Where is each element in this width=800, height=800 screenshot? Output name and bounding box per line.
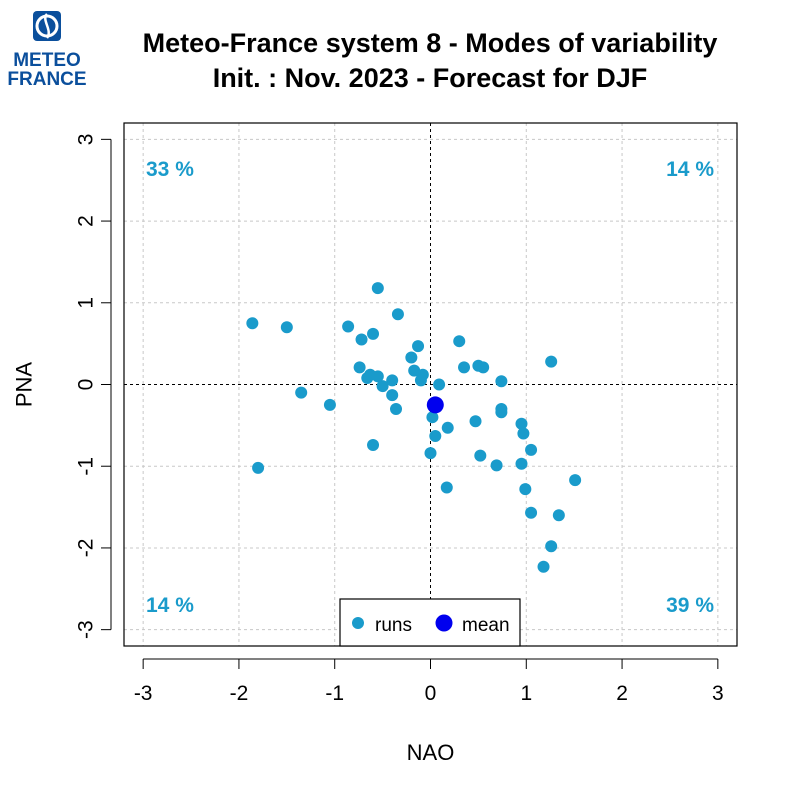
run-point: [495, 375, 508, 388]
run-point: [391, 308, 404, 321]
chart-title-line-1: Meteo-France system 8 - Modes of variabi…: [142, 28, 718, 58]
y-tick-label: 1: [75, 297, 98, 309]
chart-title-line-2: Init. : Nov. 2023 - Forecast for DJF: [212, 63, 648, 93]
quadrant-label-bottom-right: 39 %: [666, 594, 714, 617]
run-point: [405, 351, 418, 364]
run-point: [519, 483, 532, 496]
run-point: [426, 411, 439, 424]
run-point: [474, 449, 487, 462]
run-point: [537, 560, 550, 573]
run-point: [440, 481, 453, 494]
axes: -3 -2 -1 0 1 2 3 -3 -2 -1 0 1 2 3 NAO PNA: [12, 134, 724, 766]
y-tick-label: -2: [75, 539, 98, 558]
run-point: [323, 398, 336, 411]
run-point: [353, 361, 366, 374]
mean-point: [426, 396, 444, 414]
legend-label-runs: runs: [375, 615, 412, 636]
run-point: [545, 355, 558, 368]
x-tick-label: 3: [712, 682, 724, 705]
y-axis-label: PNA: [12, 362, 37, 408]
run-point: [252, 461, 265, 474]
y-tick-label: 3: [75, 134, 98, 146]
run-point: [515, 417, 528, 430]
run-point: [367, 438, 380, 451]
x-tick-label: 2: [616, 682, 628, 705]
run-point: [469, 415, 482, 428]
legend-swatch-runs: [352, 617, 364, 629]
logo-text-meteo: METEO: [13, 50, 81, 71]
run-point: [376, 380, 389, 393]
run-point: [517, 427, 530, 440]
run-point: [390, 403, 403, 416]
run-point: [495, 406, 508, 419]
run-point: [441, 421, 454, 434]
run-point: [367, 327, 380, 340]
meteo-france-logo: METEO FRANCE: [7, 11, 87, 90]
y-tick-label: 2: [75, 215, 98, 227]
run-point: [433, 378, 446, 391]
run-point: [477, 361, 490, 374]
run-point: [355, 333, 368, 346]
run-point: [424, 447, 437, 460]
quadrant-label-bottom-left: 14 %: [146, 594, 194, 617]
quadrant-labels: 33 % 14 % 14 % 39 %: [146, 158, 714, 617]
run-point: [295, 386, 308, 399]
legend: runs mean: [339, 598, 521, 647]
x-tick-label: -2: [230, 682, 249, 705]
run-point: [429, 429, 442, 442]
run-point: [386, 374, 399, 387]
x-tick-label: 1: [520, 682, 532, 705]
y-tick-label: 0: [75, 379, 98, 391]
legend-label-mean: mean: [462, 615, 510, 636]
x-tick-label: -3: [134, 682, 153, 705]
quadrant-label-top-right: 14 %: [666, 158, 714, 181]
run-point: [515, 457, 528, 470]
points-layer: [246, 282, 582, 573]
quadrant-label-top-left: 33 %: [146, 158, 194, 181]
x-tick-label: 0: [425, 682, 437, 705]
legend-swatch-mean: [435, 614, 453, 632]
x-axis-label: NAO: [407, 740, 455, 765]
run-point: [525, 506, 538, 519]
logo-swirl-icon: [44, 13, 50, 39]
y-tick-label: -3: [75, 620, 98, 639]
run-point: [342, 320, 355, 333]
run-point: [371, 370, 384, 383]
run-point: [453, 335, 466, 348]
y-tick-label: -1: [75, 457, 98, 476]
run-point: [386, 389, 399, 402]
run-point: [458, 361, 471, 374]
reference-lines: [124, 123, 737, 646]
run-point: [545, 540, 558, 553]
run-point: [569, 474, 582, 487]
legend-box: [339, 598, 521, 647]
run-point: [371, 282, 384, 295]
run-point: [246, 317, 259, 330]
run-point: [412, 340, 425, 353]
run-point: [552, 509, 565, 522]
run-point: [414, 374, 427, 387]
logo-text-france: FRANCE: [7, 69, 86, 90]
x-tick-label: -1: [325, 682, 344, 705]
run-point: [280, 321, 293, 334]
run-point: [525, 443, 538, 456]
run-point: [490, 459, 503, 472]
